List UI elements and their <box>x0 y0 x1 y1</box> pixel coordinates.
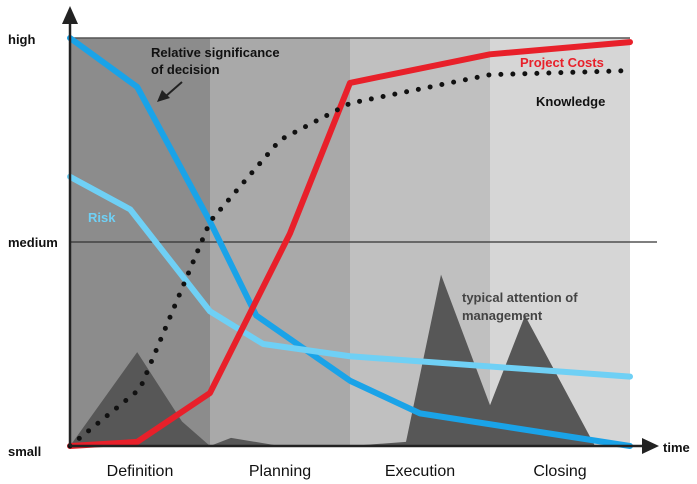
decision-annotation-line-2: of decision <box>151 62 220 77</box>
axes <box>62 6 659 454</box>
x-tick-label-planning: Planning <box>249 463 311 480</box>
series-line-3 <box>67 68 633 449</box>
x-tick-label-closing: Closing <box>533 463 586 480</box>
attention-area <box>70 274 630 446</box>
risk-label: Risk <box>88 210 116 225</box>
series-line-0 <box>67 35 633 449</box>
series-line-2 <box>67 39 633 449</box>
labels: high medium small time Definition Planning Exe… <box>8 32 690 480</box>
y-tick-label-small: small <box>8 444 41 459</box>
series-line-1 <box>67 173 633 380</box>
x-tick-label-execution: Execution <box>385 463 455 480</box>
decision-annotation-line-1: Relative significance <box>151 45 280 60</box>
y-tick-label-medium: medium <box>8 235 58 250</box>
x-axis-arrow <box>642 438 659 454</box>
x-tick-label-definition: Definition <box>107 463 174 480</box>
decision-pointer-line <box>165 81 183 97</box>
y-axis-arrow <box>62 6 78 24</box>
attention-area-group <box>70 274 630 446</box>
x-axis-label: time <box>663 440 690 455</box>
project-costs-label: Project Costs <box>520 55 604 70</box>
attention-label-line-2: management <box>462 308 543 323</box>
y-tick-label-high: high <box>8 32 35 47</box>
attention-label-line-1: typical attention of <box>462 290 578 305</box>
knowledge-label: Knowledge <box>536 94 605 109</box>
decision-pointer-arrowhead <box>157 90 170 102</box>
series-lines <box>67 35 633 449</box>
